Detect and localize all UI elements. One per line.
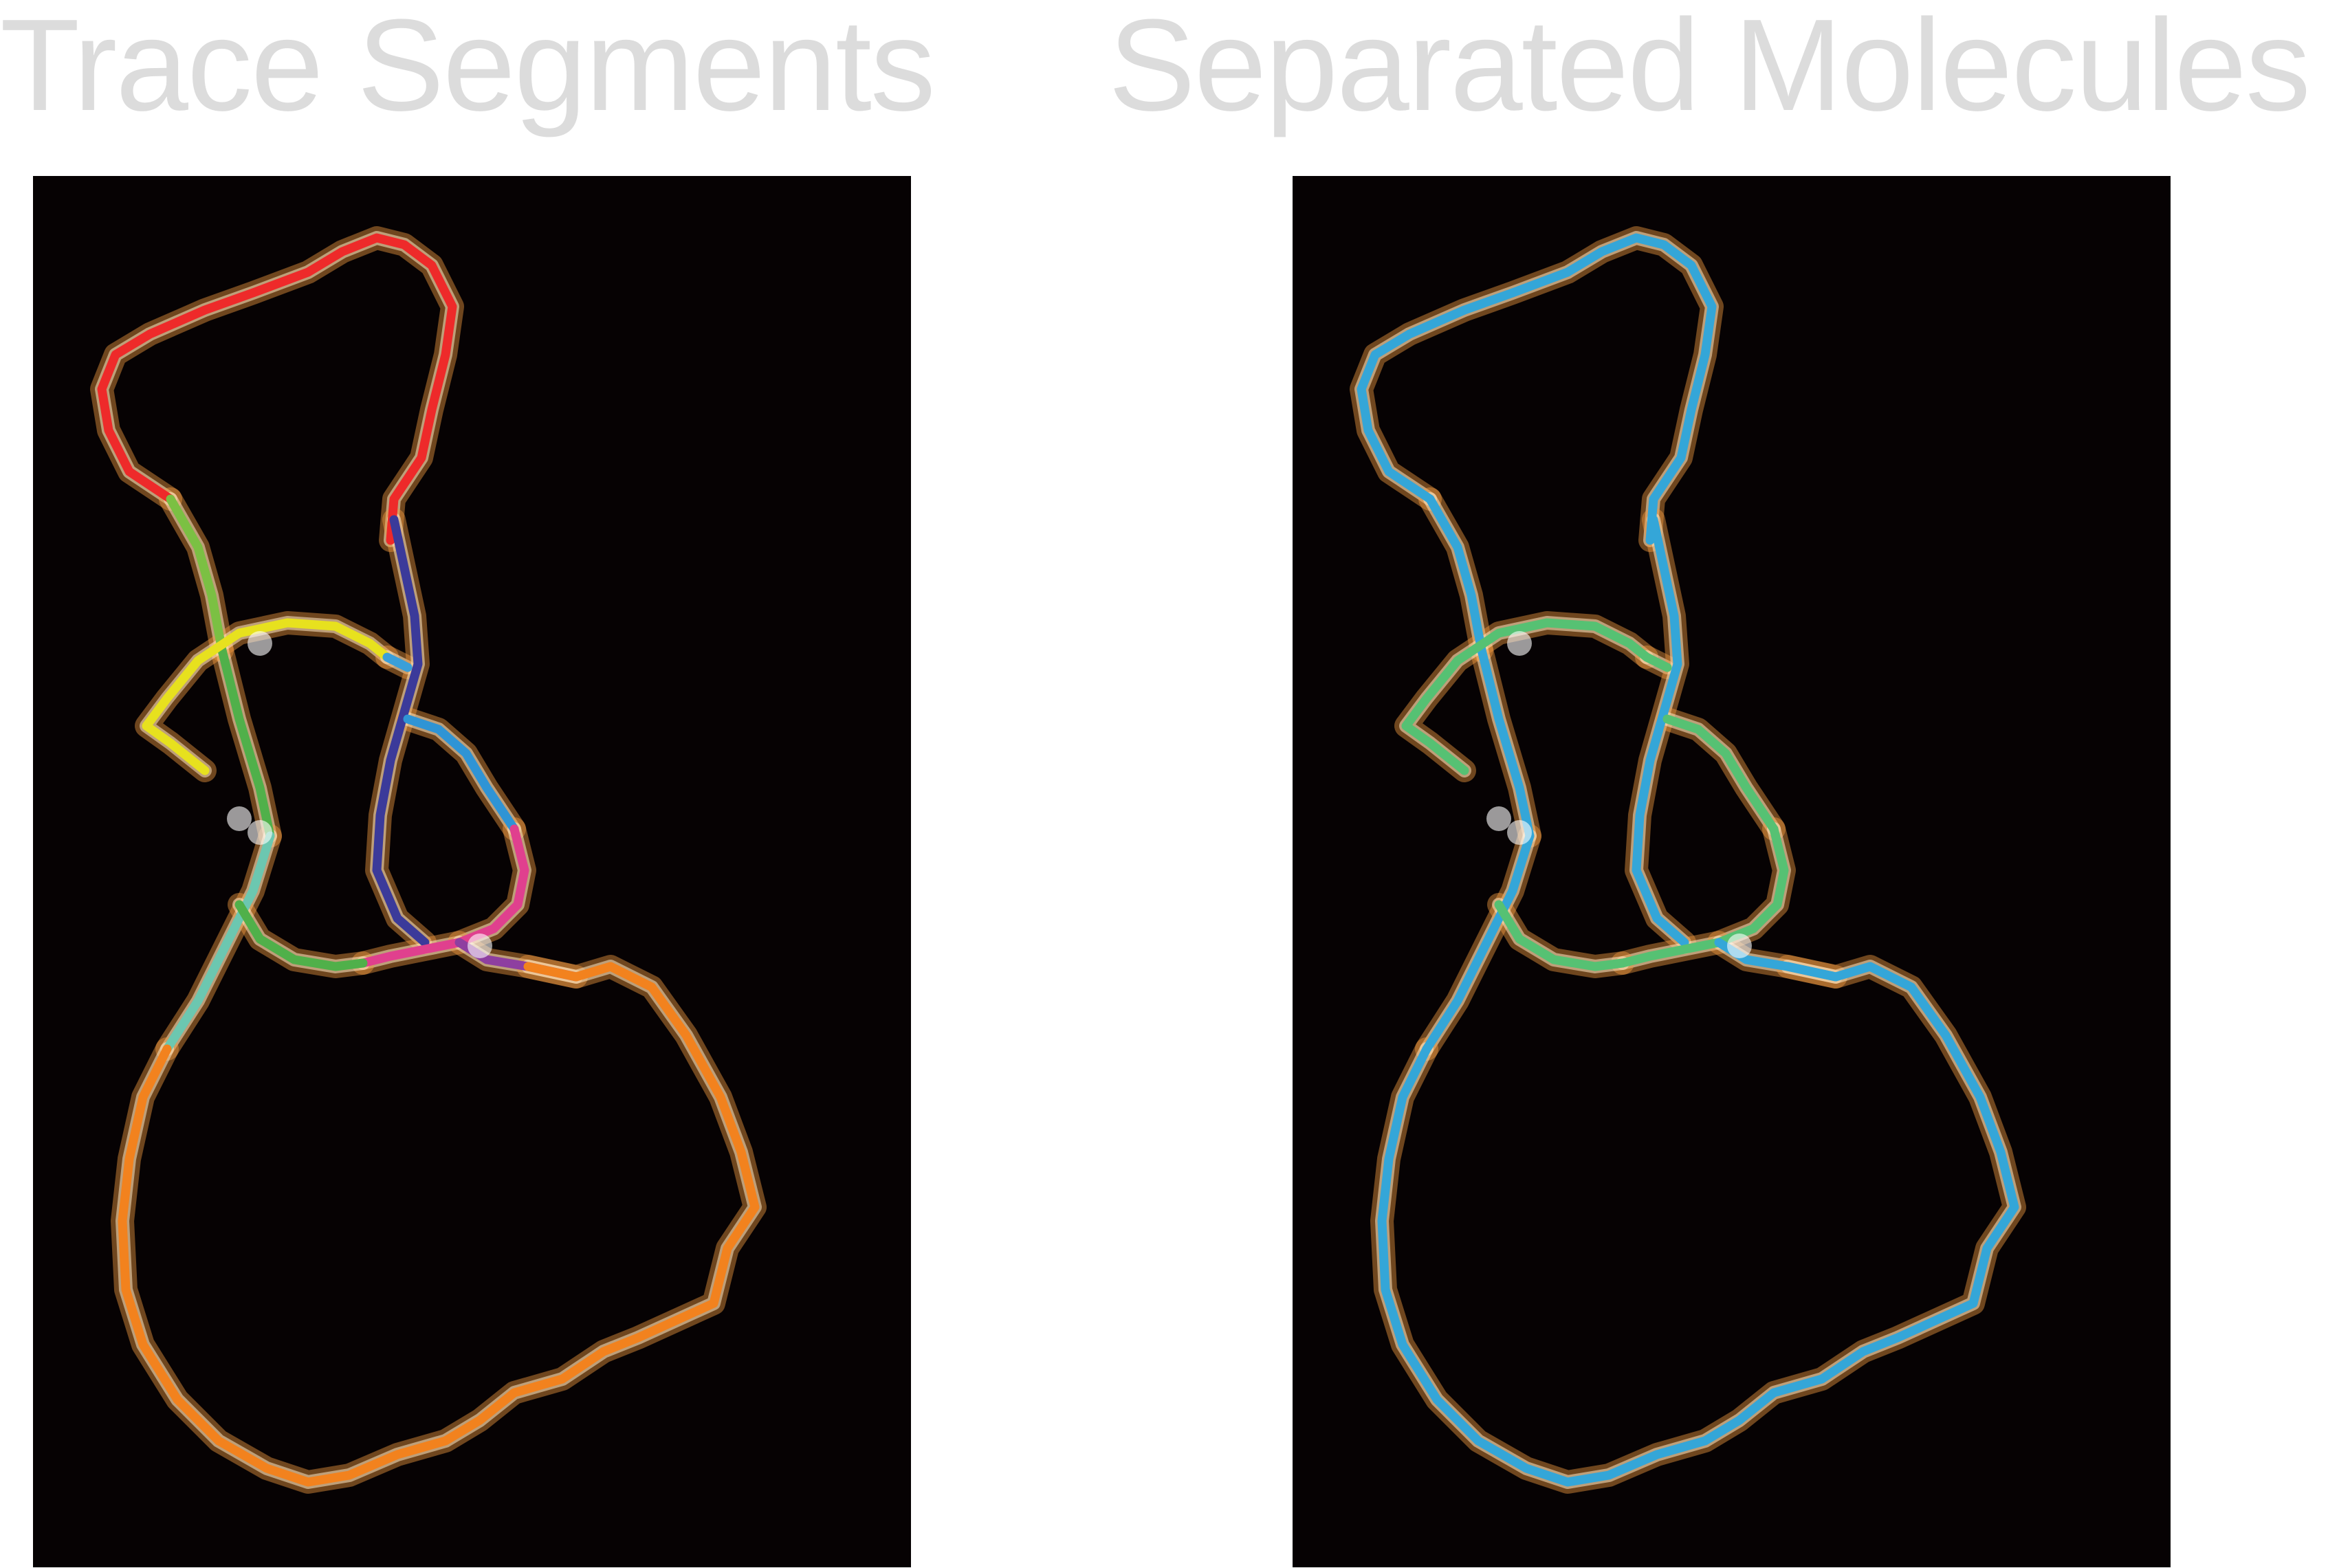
separated-molecules-title: Separated Molecules	[1108, 0, 2311, 138]
crossing-highlight	[1727, 934, 1752, 958]
trace-segment-small-connector	[382, 652, 413, 672]
trace-segment-top-loop	[97, 233, 457, 545]
molecule-1-trace-large-loop	[1377, 962, 2019, 1487]
fluorescence-core	[1375, 960, 2021, 1489]
separated-molecules-panel	[1293, 176, 2171, 1567]
trace-segment-green-lower-arc	[234, 900, 368, 971]
molecule-2-trace-green-lower-arc	[1494, 900, 1627, 971]
trace-segment-yellow-arc	[142, 618, 392, 775]
molecule-1-trace-left-strand-lower	[1477, 645, 1535, 841]
molecule-2-trace-small-connector	[1642, 652, 1672, 672]
molecule-1-trace-dark-blue-strand	[1632, 515, 1689, 947]
trace-segments-panel	[33, 176, 911, 1567]
molecule-2-trace-light-blue-strand	[1662, 714, 1779, 834]
trace-segments-image	[90, 226, 767, 1494]
crossing-highlight	[248, 631, 272, 656]
crossing-highlight	[248, 820, 272, 845]
crossing-highlight	[468, 934, 492, 958]
molecule-1-trace-top-loop	[1357, 233, 1717, 545]
fluorescence-core	[116, 960, 762, 1489]
molecule-2-trace-yellow-arc	[1401, 618, 1651, 775]
crossing-highlight	[1507, 631, 1532, 656]
trace-segment-left-strand-lower	[217, 645, 275, 841]
trace-segment-light-blue-strand	[403, 714, 519, 834]
crossing-highlight	[227, 806, 252, 831]
trace-segment-left-junction-short	[162, 831, 275, 1054]
molecule-1-trace-left-strand-upper	[1425, 494, 1486, 655]
fluorescence-glow	[1370, 955, 2026, 1494]
trace-segment-large-loop	[118, 962, 760, 1487]
separated-molecules-image	[1350, 226, 2026, 1494]
crossing-highlight	[1486, 806, 1511, 831]
trace-segment-left-strand-upper	[166, 494, 227, 655]
crossing-highlight	[1507, 820, 1532, 845]
trace-segment-dark-blue-strand	[372, 515, 430, 947]
trace-segments-title: Trace Segments	[0, 0, 936, 138]
molecule-1-trace-left-junction-short	[1422, 831, 1535, 1054]
fluorescence-glow	[111, 955, 767, 1494]
